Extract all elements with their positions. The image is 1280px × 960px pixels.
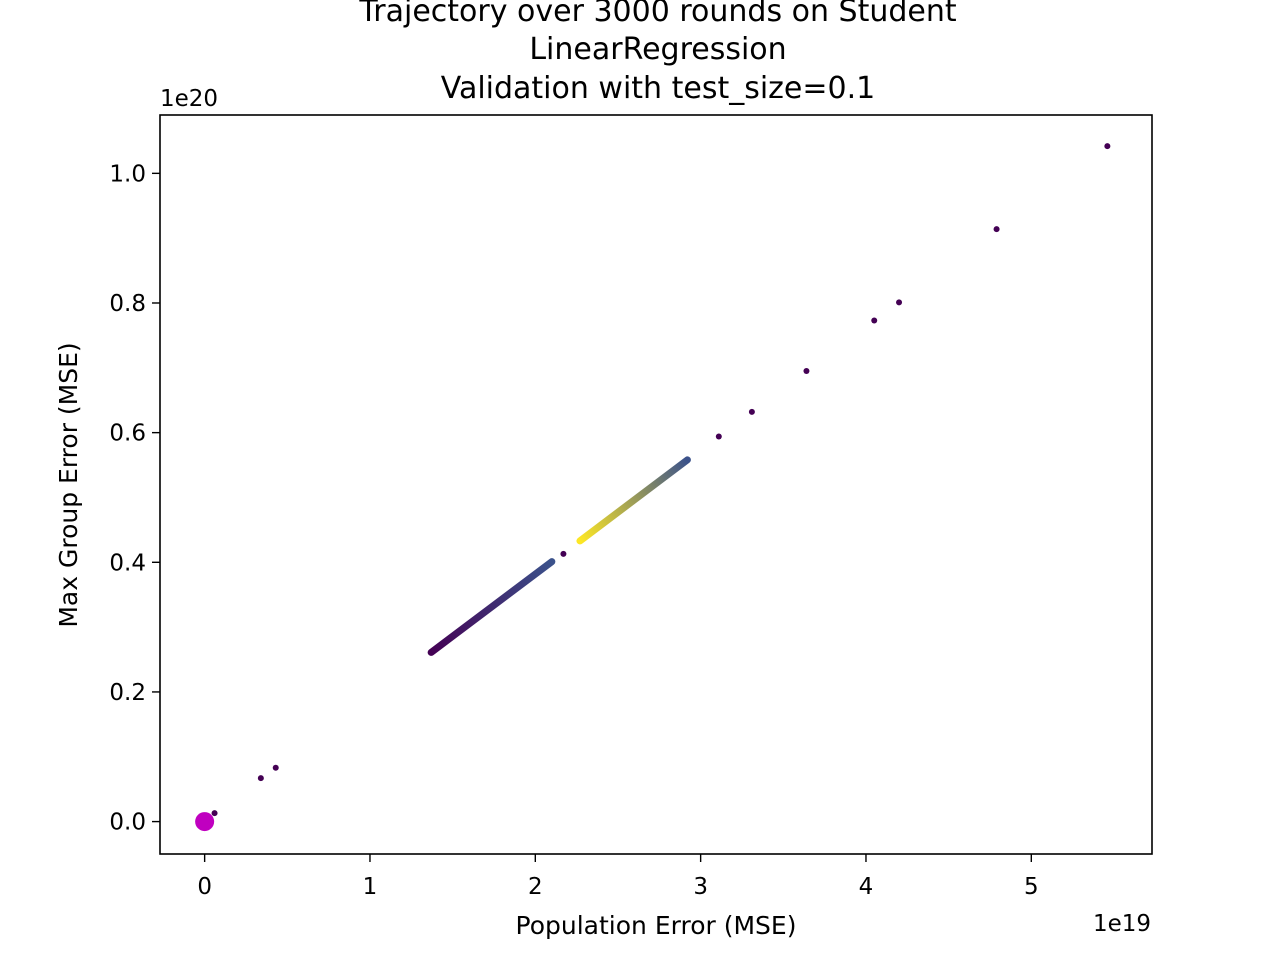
chart-title: Trajectory over 3000 rounds on Student L… [358, 0, 956, 106]
y-tick-label: 0.4 [109, 550, 146, 576]
y-tick-label: 0.8 [109, 291, 146, 317]
y-tick-label: 0.2 [109, 680, 146, 706]
x-axis-ticks: 0 1 2 3 4 5 [197, 854, 1039, 900]
y-tick-label: 1.0 [109, 161, 146, 187]
trajectory-segment [427, 558, 556, 656]
start-point [195, 812, 215, 832]
y-tick-label: 0.6 [109, 421, 146, 447]
scatter-point [560, 550, 567, 557]
x-tick-label: 5 [1024, 874, 1039, 900]
y-offset-label: 1e20 [160, 86, 218, 112]
y-axis-label: Max Group Error (MSE) [54, 342, 83, 627]
y-tick-label: 0.0 [109, 810, 146, 836]
plot-marks [195, 143, 1111, 832]
x-offset-label: 1e19 [1093, 911, 1151, 937]
x-tick-label: 4 [859, 874, 874, 900]
trajectory-segment [576, 456, 691, 545]
scatter-point [272, 764, 279, 771]
x-tick-label: 0 [197, 874, 212, 900]
title-line-1: Trajectory over 3000 rounds on Student [358, 0, 956, 29]
title-line-2: LinearRegression [529, 32, 786, 67]
scatter-point [1104, 143, 1111, 150]
scatter-point [803, 368, 810, 375]
scatter-point [257, 775, 264, 782]
x-axis-label: Population Error (MSE) [516, 911, 797, 940]
scatter-point [993, 226, 1000, 233]
y-axis-ticks: 0.0 0.2 0.4 0.6 0.8 1.0 [109, 161, 160, 836]
scatter-point [748, 408, 755, 415]
scatter-point [715, 433, 722, 440]
title-line-3: Validation with test_size=0.1 [441, 71, 876, 106]
x-tick-label: 3 [693, 874, 708, 900]
plot-frame [159, 114, 1153, 855]
x-tick-label: 2 [528, 874, 543, 900]
scatter-point [211, 810, 218, 817]
scatter-point [896, 299, 903, 306]
scatter-point [871, 317, 878, 324]
x-tick-label: 1 [363, 874, 378, 900]
